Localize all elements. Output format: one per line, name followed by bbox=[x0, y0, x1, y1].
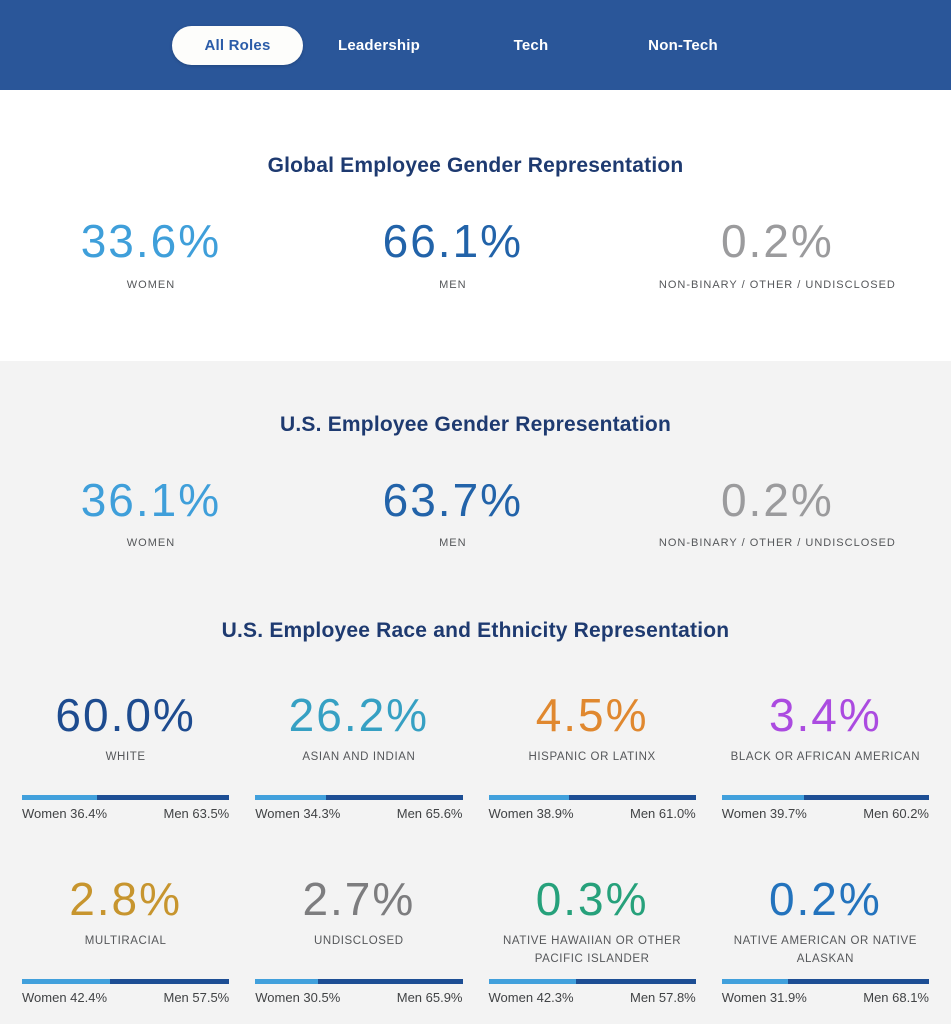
bar-men-segment bbox=[804, 795, 929, 801]
bar-women-label: Women 30.5% bbox=[255, 990, 341, 1006]
bar-women-label: Women 34.3% bbox=[255, 806, 341, 822]
stat-label: MEN bbox=[439, 537, 467, 550]
race-card-undisclosed: 2.7% UNDISCLOSED Women 30.5% Men 65.9% bbox=[255, 873, 463, 1006]
bar-women-segment bbox=[721, 979, 788, 985]
bar-women-label: Women 31.9% bbox=[721, 990, 807, 1006]
race-value: 3.4% bbox=[768, 689, 882, 742]
race-label: WHITE bbox=[105, 751, 146, 764]
tab-tech[interactable]: Tech bbox=[455, 26, 607, 65]
race-grid: 60.0% WHITE Women 36.4% Men 63.5% 26.2% … bbox=[0, 691, 951, 1005]
bar-men-segment bbox=[318, 979, 463, 985]
stat-value: 33.6% bbox=[80, 215, 222, 267]
global-gender-section: Global Employee Gender Representation 33… bbox=[0, 90, 951, 361]
bar-women-segment bbox=[22, 979, 110, 985]
bar-men-label: Men 61.0% bbox=[629, 806, 696, 822]
stat-global-men: 66.1% MEN bbox=[302, 216, 604, 291]
bar-women-segment bbox=[22, 795, 98, 801]
race-value: 0.2% bbox=[768, 873, 882, 926]
bar-men-segment bbox=[576, 979, 696, 985]
race-card-white: 60.0% WHITE Women 36.4% Men 63.5% bbox=[22, 689, 230, 822]
bar-women-segment bbox=[488, 979, 577, 985]
us-race-title: U.S. Employee Race and Ethnicity Represe… bbox=[221, 619, 730, 643]
gender-split-bar: Women 31.9% Men 68.1% bbox=[721, 979, 929, 1006]
stat-value: 0.2% bbox=[720, 473, 834, 526]
race-card-asian-indian: 26.2% ASIAN AND INDIAN Women 34.3% Men 6… bbox=[255, 689, 463, 822]
race-value: 4.5% bbox=[535, 689, 649, 742]
stat-label: NON-BINARY / OTHER / UNDISCLOSED bbox=[658, 278, 896, 291]
race-label: BLACK OR AFRICAN AMERICAN bbox=[730, 751, 921, 764]
bar-women-segment bbox=[255, 795, 327, 801]
gender-split-bar: Women 42.3% Men 57.8% bbox=[488, 979, 696, 1006]
top-nav: All Roles Leadership Tech Non-Tech bbox=[0, 0, 951, 90]
stat-us-nonbinary: 0.2% NON-BINARY / OTHER / UNDISCLOSED bbox=[604, 473, 951, 550]
tab-non-tech[interactable]: Non-Tech bbox=[607, 26, 759, 65]
bar-men-label: Men 68.1% bbox=[863, 990, 929, 1006]
tab-leadership[interactable]: Leadership bbox=[303, 26, 455, 65]
gender-split-bar: Women 30.5% Men 65.9% bbox=[255, 979, 463, 1006]
gender-split-bar: Women 36.4% Men 63.5% bbox=[22, 795, 230, 822]
bar-women-label: Women 36.4% bbox=[22, 806, 108, 822]
race-value: 2.7% bbox=[302, 873, 416, 926]
race-value: 60.0% bbox=[55, 689, 196, 742]
gender-split-bar: Women 39.7% Men 60.2% bbox=[721, 795, 929, 822]
stat-value: 0.2% bbox=[720, 215, 834, 267]
bar-men-label: Men 65.6% bbox=[396, 806, 463, 822]
race-label: HISPANIC OR LATINX bbox=[528, 751, 656, 764]
stat-global-nonbinary: 0.2% NON-BINARY / OTHER / UNDISCLOSED bbox=[604, 216, 951, 291]
race-label: ASIAN AND INDIAN bbox=[302, 751, 416, 764]
bar-men-segment bbox=[569, 795, 696, 801]
stat-label: WOMEN bbox=[126, 537, 176, 550]
race-label: MULTIRACIAL bbox=[84, 935, 167, 948]
stat-us-women: 36.1% WOMEN bbox=[0, 473, 302, 550]
race-card-multiracial: 2.8% MULTIRACIAL Women 42.4% Men 57.5% bbox=[22, 873, 230, 1006]
stat-value: 66.1% bbox=[382, 215, 524, 267]
race-value: 26.2% bbox=[288, 689, 430, 742]
bar-women-segment bbox=[488, 795, 570, 801]
race-card-native-hawaiian-pacific-islander: 0.3% NATIVE HAWAIIAN OR OTHER PACIFIC IS… bbox=[488, 873, 696, 1006]
bar-women-label: Women 38.9% bbox=[488, 806, 574, 822]
bar-men-segment bbox=[109, 979, 230, 985]
stat-global-women: 33.6% WOMEN bbox=[0, 216, 302, 291]
stat-label: WOMEN bbox=[126, 278, 176, 291]
race-value: 0.3% bbox=[535, 873, 649, 926]
race-label: UNDISCLOSED bbox=[314, 935, 404, 948]
tab-bar: All Roles Leadership Tech Non-Tech bbox=[172, 25, 759, 65]
bar-women-segment bbox=[721, 795, 805, 801]
stat-label: NON-BINARY / OTHER / UNDISCLOSED bbox=[658, 537, 896, 550]
stat-us-men: 63.7% MEN bbox=[302, 473, 604, 550]
us-gender-title: U.S. Employee Gender Representation bbox=[280, 412, 671, 436]
race-label: NATIVE AMERICAN OR NATIVE ALASKAN bbox=[733, 935, 918, 965]
bar-women-label: Women 42.3% bbox=[488, 990, 574, 1006]
bar-men-label: Men 57.8% bbox=[629, 990, 696, 1006]
us-gender-stats: 36.1% WOMEN 63.7% MEN 0.2% NON-BINARY / … bbox=[0, 473, 951, 550]
race-label: NATIVE HAWAIIAN OR OTHER PACIFIC ISLANDE… bbox=[503, 935, 682, 965]
race-card-hispanic-latinx: 4.5% HISPANIC OR LATINX Women 38.9% Men … bbox=[488, 689, 696, 822]
bar-men-segment bbox=[787, 979, 929, 985]
gender-split-bar: Women 38.9% Men 61.0% bbox=[488, 795, 696, 822]
gender-split-bar: Women 42.4% Men 57.5% bbox=[22, 979, 230, 1006]
bar-men-label: Men 60.2% bbox=[863, 806, 929, 822]
bar-men-segment bbox=[326, 795, 463, 801]
race-card-native-american-alaskan: 0.2% NATIVE AMERICAN OR NATIVE ALASKAN W… bbox=[721, 873, 929, 1006]
stat-value: 36.1% bbox=[80, 473, 222, 526]
bar-women-label: Women 39.7% bbox=[721, 806, 807, 822]
gender-split-bar: Women 34.3% Men 65.6% bbox=[255, 795, 463, 822]
bar-women-segment bbox=[255, 979, 319, 985]
global-gender-title: Global Employee Gender Representation bbox=[267, 154, 684, 177]
tab-all-roles[interactable]: All Roles bbox=[172, 25, 303, 65]
stat-label: MEN bbox=[439, 278, 467, 291]
global-gender-stats: 33.6% WOMEN 66.1% MEN 0.2% NON-BINARY / … bbox=[0, 216, 951, 291]
race-card-black-african-american: 3.4% BLACK OR AFRICAN AMERICAN Women 39.… bbox=[721, 689, 929, 822]
bar-men-label: Men 63.5% bbox=[163, 806, 230, 822]
race-value: 2.8% bbox=[69, 873, 183, 926]
us-data-section: U.S. Employee Gender Representation 36.1… bbox=[0, 360, 951, 1024]
bar-women-label: Women 42.4% bbox=[22, 990, 108, 1006]
bar-men-label: Men 57.5% bbox=[163, 990, 230, 1006]
stat-value: 63.7% bbox=[382, 473, 524, 526]
bar-men-segment bbox=[97, 795, 230, 801]
bar-men-label: Men 65.9% bbox=[396, 990, 463, 1006]
